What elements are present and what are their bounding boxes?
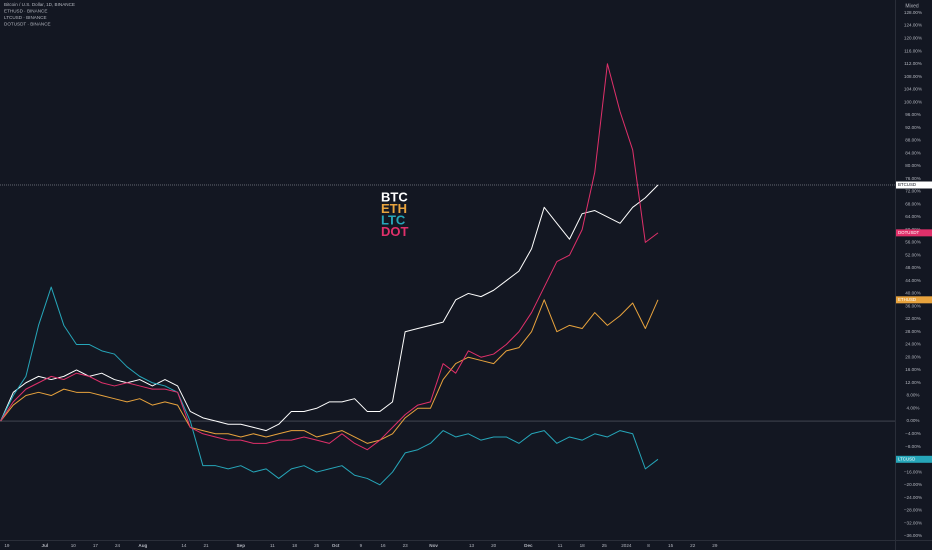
y-tick-label: 116.00% [904,48,922,53]
x-tick-label: 22 [690,543,696,548]
y-tick-label: 68.00% [905,201,921,206]
y-tick-label: 36.00% [905,303,921,308]
y-tick-label: 76.00% [905,176,921,181]
x-tick-label: 18 [580,543,586,548]
last-value-tag [896,229,932,237]
y-tick-label: 120.00% [904,35,922,40]
x-tick-label: 29 [712,543,718,548]
series-line [0,63,659,451]
x-tick-label: 10 [71,543,77,548]
x-tick-label: 18 [292,543,298,548]
y-tick-label: 100.00% [904,99,922,104]
y-tick-label: −8.00% [905,444,921,449]
series-line [0,299,659,444]
y-tick-label: 124.00% [904,23,922,28]
header-line: Bitcoin / U.S. Dollar, 1D, BINANCE [4,2,75,7]
y-tick-label: 40.00% [905,291,921,296]
y-tick-label: −36.00% [904,533,922,538]
x-tick-label: 11 [558,543,563,548]
x-tick-label: Nov [429,543,438,548]
legend-entry: BTC [381,189,408,204]
last-value-tag [896,455,932,463]
y-tick-label: −16.00% [904,469,922,474]
y-tick-label: 104.00% [904,87,922,92]
header-line: LTCUSD · BINANCE [4,15,47,20]
x-tick-label: 23 [403,543,409,548]
x-tick-label: 19 [4,543,10,548]
x-tick-label: 2024 [621,543,632,548]
series-line [0,184,659,432]
y-tick-label: −32.00% [904,520,922,525]
y-tick-label: 96.00% [905,112,921,117]
y-tick-label: 8.00% [906,393,919,398]
y-tick-label: 108.00% [904,74,922,79]
x-tick-label: 21 [203,543,209,548]
y-tick-label: 0.00% [906,418,919,423]
x-tick-label: Aug [138,543,147,548]
y-tick-label: 128.00% [904,10,922,15]
y-tick-label: −4.00% [905,431,921,436]
y-tick-label: 48.00% [905,265,921,270]
last-value-tag [896,181,932,189]
scale-mode[interactable]: Mixed [905,3,919,9]
x-tick-label: 15 [668,543,674,548]
x-tick-label: 17 [93,543,99,548]
x-tick-label: Oct [332,543,340,548]
last-value-symbol: LTCUSD [898,456,915,461]
legend-entry: DOT [381,224,409,239]
y-tick-label: 80.00% [905,163,921,168]
last-value-symbol: BTCUSD [898,182,916,187]
y-tick-label: 52.00% [905,252,921,257]
y-tick-label: −20.00% [904,482,922,487]
y-tick-label: 64.00% [905,214,921,219]
header-line: DOTUSDT · BINANCE [4,22,51,27]
x-tick-label: 9 [360,543,363,548]
legend-entry: ETH [381,201,407,216]
y-tick-label: 44.00% [905,278,921,283]
x-tick-label: 20 [491,543,497,548]
x-tick-label: 8 [647,543,650,548]
y-tick-label: 24.00% [905,342,921,347]
y-tick-label: 88.00% [905,138,921,143]
x-tick-label: 25 [602,543,608,548]
header-line: ETHUSD · BINANCE [4,9,47,14]
x-tick-label: 14 [181,543,187,548]
y-tick-label: 84.00% [905,150,921,155]
y-tick-label: 28.00% [905,329,921,334]
legend-entry: LTC [381,212,406,227]
y-tick-label: 112.00% [904,61,922,66]
x-tick-label: 13 [469,543,475,548]
y-tick-label: 32.00% [905,316,921,321]
y-tick-label: 56.00% [905,240,921,245]
y-tick-label: 12.00% [905,380,921,385]
y-tick-label: 72.00% [905,189,921,194]
last-value-tag [896,296,932,304]
y-tick-label: 16.00% [905,367,921,372]
x-tick-label: 16 [380,543,386,548]
x-tick-label: 24 [115,543,121,548]
x-tick-label: 25 [314,543,320,548]
y-tick-label: −28.00% [904,508,922,513]
series-line [0,286,659,486]
x-tick-label: Dec [524,543,533,548]
x-tick-label: Jul [42,543,49,548]
y-tick-label: 4.00% [906,405,919,410]
y-tick-label: −24.00% [904,495,922,500]
y-tick-label: 20.00% [905,354,921,359]
last-value-symbol: DOTUSDT [898,230,920,235]
y-tick-label: 92.00% [905,125,921,130]
last-value-symbol: ETHUSD [898,297,916,302]
x-tick-label: Sep [237,543,246,548]
x-tick-label: 11 [270,543,275,548]
